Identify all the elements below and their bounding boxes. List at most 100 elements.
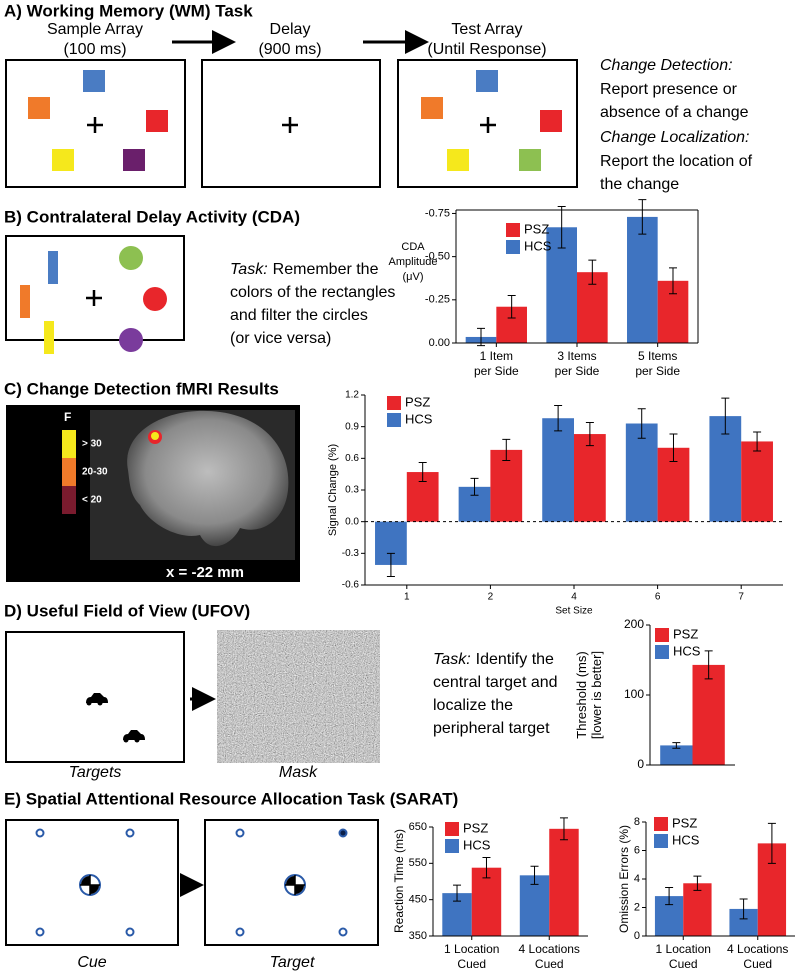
bar <box>471 867 502 936</box>
task-line: peripheral target <box>433 720 550 737</box>
legend-swatch <box>655 628 669 642</box>
error-bar <box>668 267 677 295</box>
panel-title: D) Useful Field of View (UFOV) <box>4 601 250 620</box>
stimulus-frame <box>5 631 185 763</box>
bar <box>625 423 658 522</box>
colorbar-title: F <box>64 410 71 424</box>
legend-label: PSZ <box>672 815 697 830</box>
x-tick-label: per Side <box>474 364 519 378</box>
y-axis-label: Signal Change (%) <box>327 444 339 536</box>
bar <box>627 216 658 343</box>
stimulus-frame <box>204 819 379 946</box>
slice-label: x = -22 mm <box>166 564 244 581</box>
y-tick-label: -0.50 <box>425 251 450 263</box>
panel-title: E) Spatial Attentional Resource Allocati… <box>4 789 458 808</box>
bar <box>683 883 712 936</box>
task-line: (or vice versa) <box>230 330 331 347</box>
x-tick-label: Cued <box>743 957 772 971</box>
error-bar <box>502 438 511 461</box>
x-tick-label: 1 Location <box>656 942 711 956</box>
stimulus-frame <box>5 59 186 188</box>
colorbar-label: < 20 <box>82 495 102 506</box>
legend-swatch <box>506 240 520 254</box>
y-tick-label: 650 <box>409 821 427 833</box>
x-tick-label: Cued <box>535 957 564 971</box>
task-text: Task: Remember the <box>230 261 379 278</box>
note-text: Report the location of <box>600 153 753 170</box>
x-tick-label: per Side <box>635 364 680 378</box>
panel-title: C) Change Detection fMRI Results <box>4 379 279 398</box>
x-tick-label: 2 <box>488 592 494 603</box>
legend-swatch <box>654 817 668 831</box>
error-bar <box>704 650 713 680</box>
y-axis-label: CDA <box>401 241 425 253</box>
y-tick-label: 4 <box>634 873 640 885</box>
legend-label: HCS <box>463 837 491 852</box>
legend-swatch <box>655 645 669 659</box>
x-tick-label: 5 Items <box>638 349 677 363</box>
task-line: colors of the rectangles <box>230 284 395 301</box>
error-bar <box>637 408 646 439</box>
frame-label: Test Array <box>451 21 522 38</box>
bar <box>549 828 579 936</box>
y-tick-label: 550 <box>409 857 427 869</box>
y-tick-label: 2 <box>634 901 640 913</box>
task-text: Task: Identify the <box>433 651 554 668</box>
error-bar <box>470 477 479 496</box>
error-bar <box>557 206 566 249</box>
y-tick-label: 0 <box>634 930 640 942</box>
error-bar <box>453 884 462 902</box>
x-tick-label: 7 <box>738 592 744 603</box>
task-line: localize the <box>433 697 513 714</box>
x-tick-label: Cued <box>457 957 486 971</box>
note-text: absence of a change <box>600 104 749 121</box>
legend-label: HCS <box>672 832 700 847</box>
error-bar <box>693 875 702 891</box>
error-bar <box>672 742 681 749</box>
stimulus-frame <box>5 819 179 946</box>
legend-label: HCS <box>405 411 433 426</box>
y-tick-label: 350 <box>409 930 427 942</box>
y-axis-label: [lower is better] <box>589 651 604 739</box>
error-bar <box>753 431 762 452</box>
legend-label: HCS <box>524 238 552 253</box>
error-bar <box>482 857 491 879</box>
y-tick-label: 0.6 <box>345 453 359 464</box>
error-bar <box>669 433 678 462</box>
x-tick-label: 1 Item <box>480 349 513 363</box>
y-tick-label: 0 <box>637 757 644 771</box>
colorbar-label: > 30 <box>82 439 102 450</box>
caption: Targets <box>69 764 122 781</box>
y-tick-label: 6 <box>634 844 640 856</box>
frame-label: Sample Array <box>47 21 143 38</box>
legend-label: HCS <box>673 643 701 658</box>
y-tick-label: -0.6 <box>342 580 360 591</box>
legend-label: PSZ <box>463 820 488 835</box>
error-bar <box>638 199 647 235</box>
colorbar-label: 20-30 <box>82 467 108 478</box>
legend-swatch <box>387 396 401 410</box>
error-bar <box>767 822 776 864</box>
x-tick-label: 1 Location <box>444 942 499 956</box>
panel-title: B) Contralateral Delay Activity (CDA) <box>4 207 300 226</box>
y-tick-label: 8 <box>634 816 640 828</box>
x-tick-label: 6 <box>655 592 661 603</box>
y-axis-label: Amplitude <box>389 256 438 268</box>
caption: Mask <box>279 764 318 781</box>
y-axis-label: Threshold (ms) <box>574 651 589 738</box>
stimulus-frame <box>201 59 381 188</box>
x-tick-label: 4 <box>571 592 577 603</box>
caption: Cue <box>77 954 106 971</box>
bar <box>542 418 574 522</box>
y-tick-label: 0.00 <box>429 337 450 349</box>
caption: Target <box>270 954 315 971</box>
y-axis-label: Reaction Time (ms) <box>392 829 406 933</box>
y-tick-label: 0.3 <box>345 485 359 496</box>
y-tick-label: 0.0 <box>345 516 359 527</box>
y-tick-label: 1.2 <box>345 390 359 401</box>
y-tick-label: 100 <box>624 687 644 701</box>
task-line: Identify the <box>476 651 554 668</box>
error-bar <box>588 259 597 285</box>
legend-swatch <box>445 822 459 836</box>
